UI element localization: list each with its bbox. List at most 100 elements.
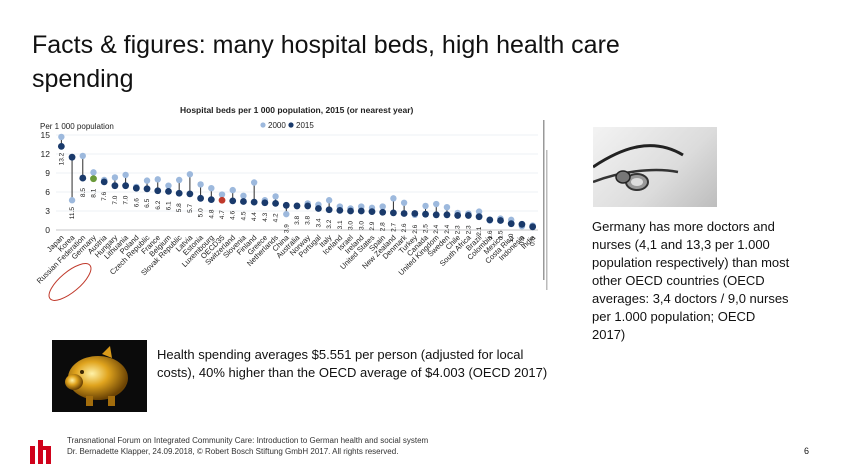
- point-2015: [165, 187, 172, 195]
- footer-line-1: Transnational Forum on Integrated Commun…: [67, 436, 429, 445]
- point-2015: [132, 184, 140, 192]
- data-label: 0.5: [530, 236, 537, 245]
- point-2000: [240, 192, 247, 199]
- point-2000: [197, 181, 204, 188]
- legend-swatch: [288, 122, 294, 128]
- point-2015: [390, 209, 397, 217]
- data-label: 4.2: [273, 213, 280, 222]
- point-2015: [304, 202, 312, 210]
- golden-piggy-bank-photo: [52, 340, 147, 412]
- point-2015: [79, 174, 87, 182]
- data-label: 7.6: [101, 191, 108, 200]
- doctors-nurses-text: Germany has more doctors and nurses (4,1…: [592, 219, 790, 342]
- slide-title: Facts & figures: many hospital beds, hig…: [32, 31, 620, 93]
- data-label: 8.5: [80, 188, 87, 197]
- data-label: 5.0: [198, 208, 205, 217]
- point-2015: [411, 210, 419, 217]
- point-2015: [507, 220, 515, 228]
- data-label: 2.5: [423, 224, 430, 233]
- data-label: 5.7: [187, 203, 194, 212]
- point-2000: [229, 186, 236, 194]
- point-2000: [475, 208, 483, 215]
- point-2015: [68, 153, 76, 161]
- y-tick-label: 9: [45, 168, 50, 178]
- point-2015: [207, 196, 215, 203]
- point-2015: [175, 189, 183, 197]
- point-2015: [186, 190, 194, 198]
- point-2015: [529, 223, 537, 231]
- point-2000: [58, 133, 65, 141]
- point-2015: [432, 211, 440, 219]
- point-2015: [261, 199, 269, 207]
- data-label: 3.0: [348, 221, 355, 230]
- point-2000: [208, 185, 215, 192]
- point-2015: [379, 208, 387, 216]
- chart-marks: 13.211.58.5 8.1 7.6 7.0 7.0 6.6 6.5 6.2 6.1 5.8 5.…: [57, 133, 537, 246]
- point-2000: [443, 204, 451, 211]
- footer-line-2: Dr. Bernadette Klapper, 24.09.2018, © Ro…: [67, 447, 399, 456]
- point-2015: [122, 182, 130, 190]
- health-spending-text: Health spending averages $5.551 per pers…: [157, 347, 548, 380]
- point-2015: [229, 197, 237, 205]
- hospital-beds-chart: Hospital beds per 1 000 population, 2015…: [35, 105, 538, 301]
- point-2000: [218, 191, 226, 198]
- y-tick-label: 0: [45, 225, 50, 235]
- point-2000: [90, 169, 97, 176]
- point-2015: [100, 178, 108, 186]
- point-2015: [336, 206, 344, 214]
- data-label: 3.8: [294, 216, 301, 225]
- legend-label: 2015: [296, 121, 314, 130]
- data-label: 11.5: [69, 207, 76, 220]
- data-label: 6.5: [144, 198, 151, 207]
- point-2015: [250, 198, 258, 206]
- data-label: 7.0: [112, 195, 119, 204]
- robert-bosch-stiftung-logo: [30, 440, 51, 464]
- data-label: 4.5: [240, 211, 247, 220]
- point-2015: [347, 207, 354, 215]
- data-label: 6.1: [165, 201, 172, 210]
- source-note-vertical: [543, 120, 548, 290]
- data-label: 1.6: [487, 230, 494, 239]
- data-label: 2.4: [433, 224, 440, 233]
- chart-legend: 2000 2015: [260, 121, 314, 130]
- data-label: 2.8: [380, 222, 387, 231]
- point-2015: [518, 220, 526, 228]
- data-label: 2.9: [369, 221, 376, 230]
- point-2015: [197, 194, 205, 202]
- point-2000: [422, 202, 429, 210]
- data-label: 3.2: [326, 219, 333, 228]
- point-2015: [111, 182, 119, 190]
- point-2000: [400, 199, 408, 206]
- point-2000: [390, 195, 397, 202]
- data-label: 1.0: [508, 233, 515, 242]
- legend-label: 2000: [268, 121, 286, 130]
- point-2015: [357, 207, 365, 215]
- point-2015: [422, 210, 429, 218]
- point-2000: [68, 197, 76, 204]
- footer: Transnational Forum on Integrated Commun…: [67, 435, 428, 457]
- point-2015: [90, 175, 97, 183]
- point-2000: [272, 193, 279, 200]
- point-2000: [122, 171, 129, 179]
- point-2000: [79, 152, 86, 160]
- point-2015: [454, 212, 462, 219]
- y-tick-label: 6: [45, 187, 50, 197]
- chart-ylabel: Per 1 000 population: [40, 122, 114, 131]
- point-2015: [293, 202, 301, 210]
- y-tick-label: 3: [45, 206, 50, 216]
- point-2015: [325, 206, 333, 214]
- point-2015: [154, 187, 162, 195]
- point-2000: [379, 203, 386, 210]
- point-2015: [400, 210, 408, 217]
- data-label: 3.1: [337, 220, 344, 229]
- data-label: 2.7: [390, 222, 397, 231]
- data-label: 4.8: [208, 209, 215, 218]
- point-2000: [186, 171, 194, 178]
- data-label: 8.1: [90, 188, 97, 197]
- data-label: 1.5: [498, 230, 505, 239]
- highlight-circle: [48, 263, 92, 301]
- point-2015: [475, 213, 483, 221]
- data-label: 4.6: [230, 210, 237, 219]
- point-2015: [218, 196, 226, 204]
